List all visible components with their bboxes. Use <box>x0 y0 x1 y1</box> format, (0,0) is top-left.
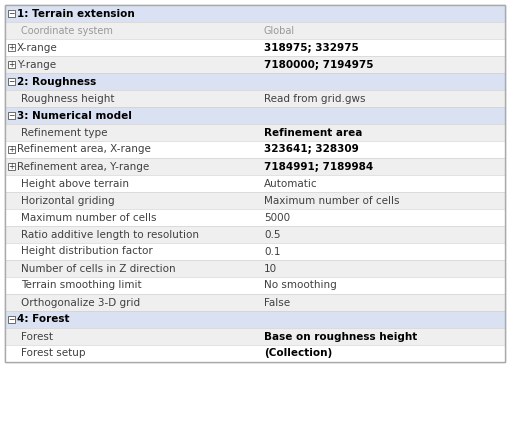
Text: +: + <box>8 145 15 154</box>
Text: −: − <box>8 111 15 120</box>
Text: +: + <box>8 162 15 171</box>
Text: Height distribution factor: Height distribution factor <box>21 246 153 257</box>
Bar <box>5 294 505 311</box>
Text: Refinement area, Y-range: Refinement area, Y-range <box>17 162 149 172</box>
Text: False: False <box>264 298 290 308</box>
Text: Roughness height: Roughness height <box>21 94 114 104</box>
Text: (Collection): (Collection) <box>264 348 332 359</box>
Bar <box>5 124 505 141</box>
Text: Refinement area: Refinement area <box>264 128 362 138</box>
Bar <box>5 328 505 345</box>
Text: Ratio additive length to resolution: Ratio additive length to resolution <box>21 230 199 240</box>
Bar <box>5 192 505 209</box>
Bar <box>8 10 15 17</box>
Bar <box>5 158 505 175</box>
Text: 10: 10 <box>264 264 277 274</box>
Text: Y-range: Y-range <box>17 60 56 70</box>
Bar <box>5 5 505 22</box>
Text: Forest setup: Forest setup <box>21 348 86 359</box>
Bar <box>8 163 15 170</box>
Bar <box>5 311 505 328</box>
Text: 3: Numerical model: 3: Numerical model <box>17 110 132 121</box>
Bar <box>5 277 505 294</box>
Bar <box>5 22 505 39</box>
Bar <box>5 209 505 226</box>
Text: 7184991; 7189984: 7184991; 7189984 <box>264 162 373 172</box>
Bar <box>8 146 15 153</box>
Text: Global: Global <box>264 26 295 36</box>
Text: Forest: Forest <box>21 332 53 342</box>
Text: Read from grid.gws: Read from grid.gws <box>264 94 365 104</box>
Bar <box>8 61 15 68</box>
Bar <box>5 90 505 107</box>
Bar <box>5 226 505 243</box>
Text: Terrain smoothing limit: Terrain smoothing limit <box>21 280 142 291</box>
Bar <box>8 316 15 323</box>
Bar <box>5 73 505 90</box>
Text: Automatic: Automatic <box>264 178 318 189</box>
Text: 0.1: 0.1 <box>264 246 281 257</box>
Text: Maximum number of cells: Maximum number of cells <box>21 212 156 223</box>
Text: 323641; 328309: 323641; 328309 <box>264 144 359 155</box>
Text: X-range: X-range <box>17 42 58 53</box>
Text: −: − <box>8 9 15 18</box>
Text: Refinement type: Refinement type <box>21 128 108 138</box>
Bar <box>5 56 505 73</box>
Bar <box>5 141 505 158</box>
Text: +: + <box>8 60 15 69</box>
Bar <box>5 243 505 260</box>
Text: Maximum number of cells: Maximum number of cells <box>264 196 400 206</box>
Text: Horizontal griding: Horizontal griding <box>21 196 114 206</box>
Text: 318975; 332975: 318975; 332975 <box>264 42 359 53</box>
Text: 2: Roughness: 2: Roughness <box>17 76 96 87</box>
Bar <box>5 5 505 362</box>
Text: Height above terrain: Height above terrain <box>21 178 129 189</box>
Text: 4: Forest: 4: Forest <box>17 314 69 325</box>
Text: 7180000; 7194975: 7180000; 7194975 <box>264 60 373 70</box>
Text: Base on roughness height: Base on roughness height <box>264 332 417 342</box>
Text: −: − <box>8 77 15 86</box>
Bar <box>5 5 505 362</box>
Text: Refinement area, X-range: Refinement area, X-range <box>17 144 151 155</box>
Bar <box>5 39 505 56</box>
Text: 5000: 5000 <box>264 212 290 223</box>
Text: Number of cells in Z direction: Number of cells in Z direction <box>21 264 175 274</box>
Bar <box>5 345 505 362</box>
Bar <box>5 260 505 277</box>
Text: +: + <box>8 43 15 52</box>
Bar <box>5 175 505 192</box>
Text: No smoothing: No smoothing <box>264 280 337 291</box>
Text: 1: Terrain extension: 1: Terrain extension <box>17 8 135 19</box>
Text: Orthogonalize 3-D grid: Orthogonalize 3-D grid <box>21 298 140 308</box>
Bar <box>5 107 505 124</box>
Bar <box>8 112 15 119</box>
Text: −: − <box>8 315 15 324</box>
Bar <box>8 44 15 51</box>
Text: Coordinate system: Coordinate system <box>21 26 113 36</box>
Bar <box>8 78 15 85</box>
Text: 0.5: 0.5 <box>264 230 281 240</box>
